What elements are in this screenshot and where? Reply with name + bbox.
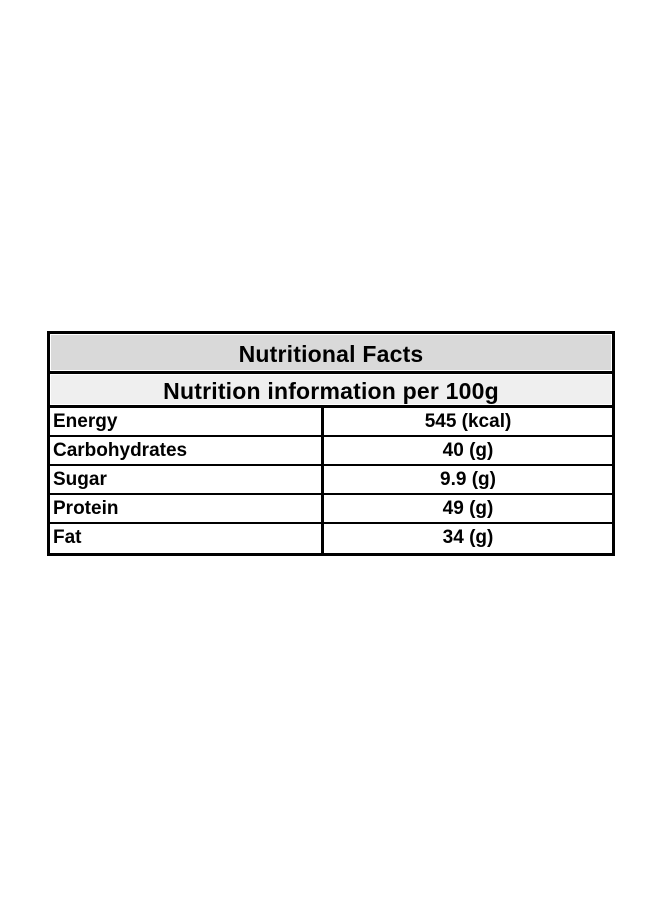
table-row-fat: Fat 34 (g) bbox=[50, 524, 612, 553]
table-subtitle: Nutrition information per 100g bbox=[50, 374, 612, 408]
table-title: Nutritional Facts bbox=[50, 334, 612, 374]
nutrition-facts-table: Nutritional Facts Nutrition information … bbox=[47, 331, 615, 556]
nutrient-value-protein: 49 (g) bbox=[442, 498, 494, 519]
table-row-carbohydrates: Carbohydrates 40 (g) bbox=[50, 437, 612, 466]
table-row-energy: Energy 545 (kcal) bbox=[50, 408, 612, 437]
nutrient-label-sugar: Sugar bbox=[50, 466, 324, 493]
nutrient-value-carbohydrates: 40 (g) bbox=[442, 440, 494, 461]
nutrient-value-sugar: 9.9 (g) bbox=[440, 469, 496, 490]
table-row-sugar: Sugar 9.9 (g) bbox=[50, 466, 612, 495]
nutrient-label-protein: Protein bbox=[50, 495, 324, 522]
nutrient-label-fat: Fat bbox=[50, 524, 324, 553]
nutrient-value-fat: 34 (g) bbox=[442, 527, 494, 548]
table-row-protein: Protein 49 (g) bbox=[50, 495, 612, 524]
nutrient-label-carbohydrates: Carbohydrates bbox=[50, 437, 324, 464]
nutrient-label-energy: Energy bbox=[50, 408, 324, 435]
nutrient-value-energy: 545 (kcal) bbox=[424, 411, 512, 432]
